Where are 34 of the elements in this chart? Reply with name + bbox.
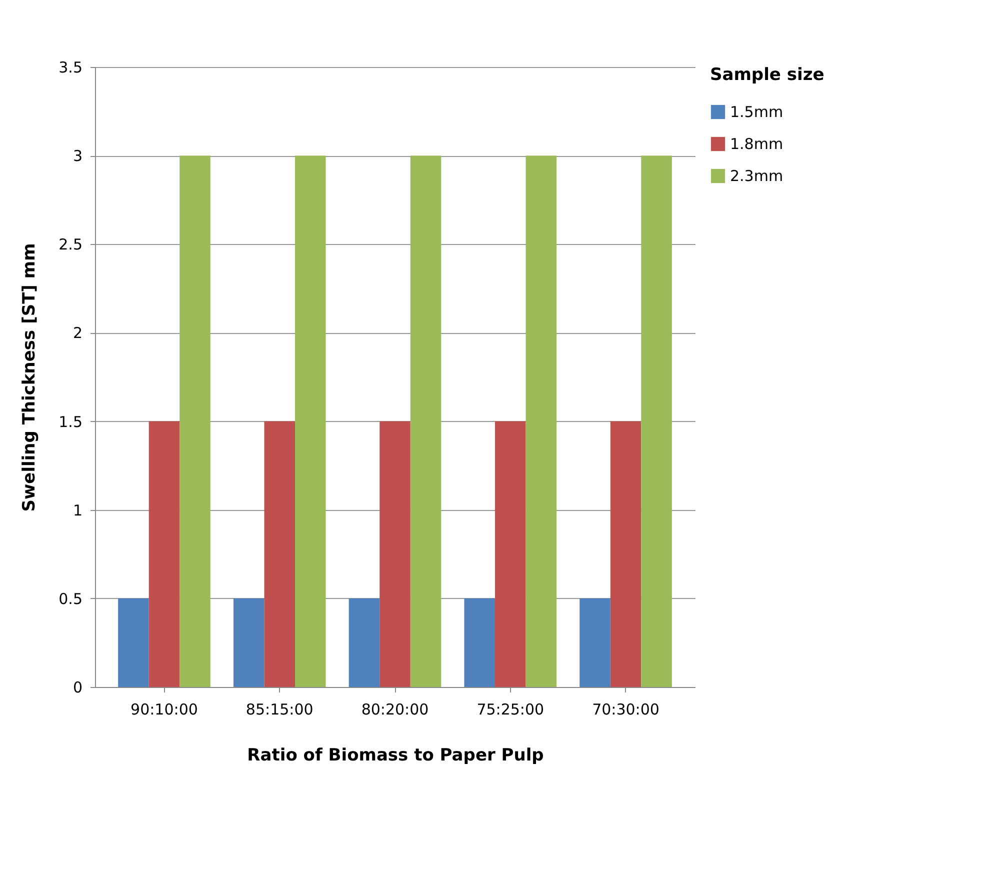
y-tick-label: 2	[72, 324, 82, 342]
x-tick-label: 90:10:00	[130, 700, 198, 718]
y-axis-title: Swelling Thickness [ST] mm	[20, 243, 40, 512]
bar	[264, 421, 295, 687]
bar	[464, 598, 495, 687]
bar	[410, 156, 442, 687]
bar	[348, 598, 380, 687]
legend-title: Sample size	[710, 65, 824, 85]
bar	[495, 421, 526, 687]
x-tick-label: 75:25:00	[476, 700, 544, 718]
x-axis-title: Ratio of Biomass to Paper Pulp	[247, 746, 544, 766]
y-tick-label: 3	[72, 147, 82, 166]
bar	[526, 156, 557, 687]
y-tick-label: 1.5	[58, 412, 82, 431]
y-tick-label: 1	[72, 501, 82, 520]
bar	[180, 156, 210, 687]
x-tick-label: 70:30:00	[592, 700, 660, 718]
bar	[580, 598, 610, 687]
legend-label: 1.5mm	[730, 103, 784, 121]
bar	[610, 421, 642, 687]
y-tick-label: 2.5	[58, 236, 82, 254]
bar	[118, 598, 149, 687]
x-tick-label: 85:15:00	[246, 700, 314, 718]
legend-label: 1.8mm	[730, 135, 784, 153]
y-tick-label: 0	[72, 678, 82, 696]
bar	[148, 421, 180, 687]
legend-label: 2.3mm	[730, 167, 784, 185]
x-tick-label: 80:20:00	[361, 700, 429, 718]
bar	[295, 156, 326, 687]
y-tick-label: 0.5	[58, 590, 82, 608]
bar	[380, 421, 410, 687]
bar	[233, 598, 264, 687]
bar	[641, 156, 672, 687]
y-tick-label: 3.5	[58, 58, 82, 76]
